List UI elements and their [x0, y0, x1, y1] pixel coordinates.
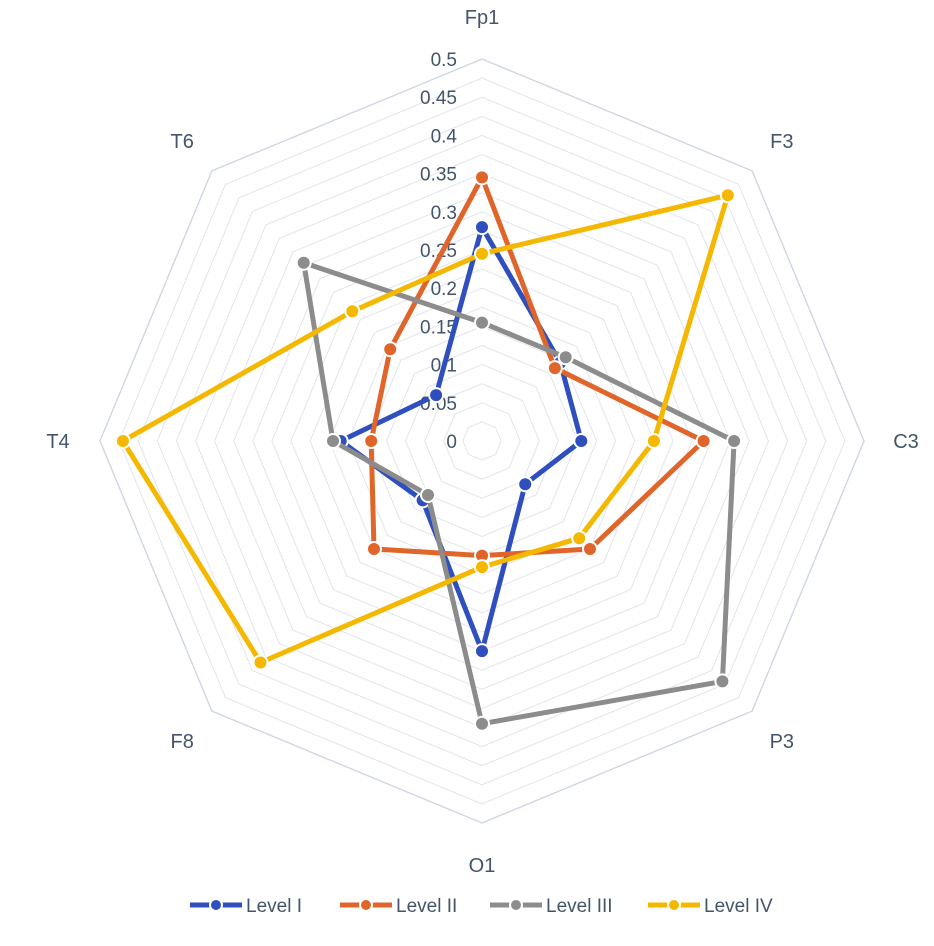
axis-label-p3: P3	[770, 731, 794, 753]
axis-label-o1: O1	[469, 855, 496, 877]
grid-ring	[290, 249, 674, 633]
tick-label: 0.3	[431, 203, 457, 224]
grid-ring	[328, 287, 636, 595]
grid-ring	[462, 421, 502, 461]
axis-label-f3: F3	[770, 131, 793, 153]
tick-label: 0.15	[420, 317, 457, 338]
grid-ring	[233, 192, 731, 690]
data-point-c3	[645, 433, 662, 449]
data-point-o1	[474, 715, 490, 732]
axis-label-t6: T6	[171, 131, 194, 153]
data-point-c3	[573, 433, 590, 449]
legend: Level I Level II Level III Level IV	[190, 896, 773, 917]
data-point-p3	[517, 476, 534, 493]
grid-ring	[252, 211, 712, 671]
series-level-iv	[114, 187, 736, 671]
data-point-f3	[719, 187, 736, 204]
data-point-f8	[252, 654, 269, 671]
data-point-c3	[726, 433, 743, 449]
legend-item-level-i: Level I	[190, 896, 302, 917]
legend-label: Level II	[396, 896, 457, 917]
legend-swatch-marker	[667, 898, 681, 912]
legend-label: Level IV	[704, 896, 773, 917]
data-point-t6	[382, 341, 399, 358]
axis-labels: Fp1 F3 C3 P3 O1 F8 T4 T6	[46, 7, 918, 877]
legend-swatch-marker	[509, 898, 523, 912]
grid-ring	[118, 77, 846, 805]
tick-label: 0.35	[420, 165, 457, 186]
data-point-fp1	[474, 314, 490, 331]
data-point-o1	[474, 643, 490, 660]
data-point-t6	[428, 387, 445, 404]
tick-label: 0	[446, 432, 457, 453]
grid-ring	[309, 268, 655, 614]
grid-ring	[137, 96, 827, 786]
tick-label: 0.5	[431, 50, 457, 71]
grid-ring	[175, 134, 789, 748]
data-point-t6	[344, 303, 361, 320]
axis-label-f8: F8	[171, 731, 194, 753]
grid-ring	[214, 173, 750, 709]
data-point-p3	[582, 541, 598, 557]
axis-label-fp1: Fp1	[465, 7, 499, 29]
data-point-fp1	[474, 169, 490, 186]
grid-ring	[443, 402, 521, 480]
legend-item-level-ii: Level II	[340, 896, 457, 917]
legend-item-level-iv: Level IV	[648, 896, 773, 917]
series-layer	[114, 169, 743, 732]
legend-item-level-iii: Level III	[490, 896, 613, 917]
series-level-i	[332, 219, 590, 660]
series-level-iii	[295, 254, 743, 732]
axis-label-c3: C3	[893, 431, 919, 453]
data-point-t6	[295, 254, 312, 271]
data-point-p3	[714, 673, 731, 690]
data-point-p3	[571, 530, 588, 547]
data-point-c3	[695, 433, 712, 449]
data-point-o1	[474, 559, 490, 576]
data-point-f3	[546, 360, 563, 377]
legend-label: Level I	[246, 896, 302, 917]
legend-swatch-marker	[359, 898, 373, 912]
data-point-fp1	[474, 219, 490, 236]
grid-ring	[156, 115, 808, 767]
tick-label: 0.4	[431, 126, 458, 147]
series-line	[120, 192, 731, 665]
tick-label: 0.2	[431, 279, 457, 300]
grid-ring	[424, 383, 540, 499]
data-point-t4	[363, 433, 380, 449]
data-point-f8	[366, 541, 382, 557]
grid-layer	[99, 58, 865, 824]
series-level-ii	[363, 169, 712, 564]
data-point-fp1	[474, 245, 490, 262]
data-point-f8	[420, 487, 436, 503]
grid-ring	[99, 58, 865, 824]
legend-label: Level III	[546, 896, 613, 917]
data-point-t4	[325, 433, 341, 449]
legend-swatch-marker	[209, 898, 223, 912]
data-point-t4	[114, 433, 131, 449]
grid-ring	[385, 344, 579, 538]
tick-label: 0.45	[420, 88, 457, 109]
axis-label-t4: T4	[46, 431, 69, 453]
data-point-f3	[557, 349, 574, 366]
